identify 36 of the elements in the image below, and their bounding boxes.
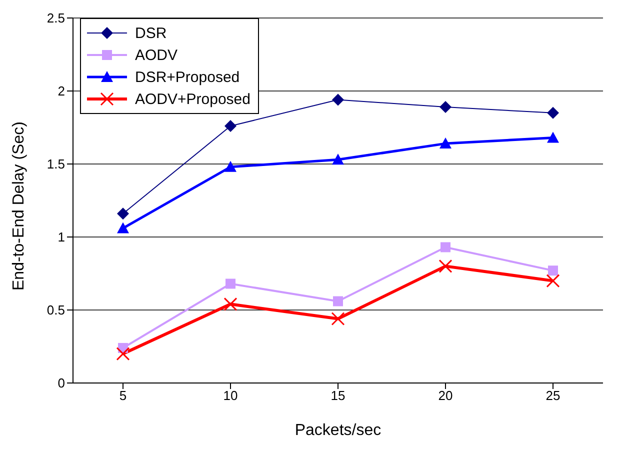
point xyxy=(440,242,450,252)
x-tick-label: 25 xyxy=(546,388,560,404)
point xyxy=(547,106,559,119)
x-tick-label: 10 xyxy=(223,388,238,404)
x-tick-label: 15 xyxy=(330,388,346,404)
point xyxy=(438,259,452,273)
legend-label: DSR xyxy=(135,24,167,42)
point xyxy=(547,132,559,143)
point xyxy=(116,347,130,361)
point xyxy=(440,138,452,149)
point xyxy=(224,160,236,172)
y-tick-label: 0.5 xyxy=(46,302,65,318)
point xyxy=(331,312,345,326)
point xyxy=(440,101,452,114)
legend-label: AODV xyxy=(135,46,178,64)
y-tick-label: 2 xyxy=(58,84,65,99)
point xyxy=(117,222,129,234)
point xyxy=(224,120,236,132)
point xyxy=(332,154,344,165)
x-axis-title: Packets/sec xyxy=(294,422,382,439)
point xyxy=(546,274,560,288)
y-tick-label: 1.5 xyxy=(46,156,65,172)
y-tick-label: 1 xyxy=(58,230,65,245)
point xyxy=(548,266,558,276)
point xyxy=(226,278,236,289)
point xyxy=(332,94,344,106)
legend-label: DSR+Proposed xyxy=(135,68,240,86)
point xyxy=(333,296,343,306)
y-axis-title: End-to-End Delay (Sec) xyxy=(10,122,28,290)
point xyxy=(224,297,238,311)
point xyxy=(117,208,129,220)
x-tick-label: 20 xyxy=(438,388,453,404)
y-tick-label: 0 xyxy=(58,376,65,391)
x-tick-label: 5 xyxy=(119,388,127,404)
legend-label: AODV+Proposed xyxy=(135,90,250,108)
y-tick-label: 2.5 xyxy=(46,10,65,26)
